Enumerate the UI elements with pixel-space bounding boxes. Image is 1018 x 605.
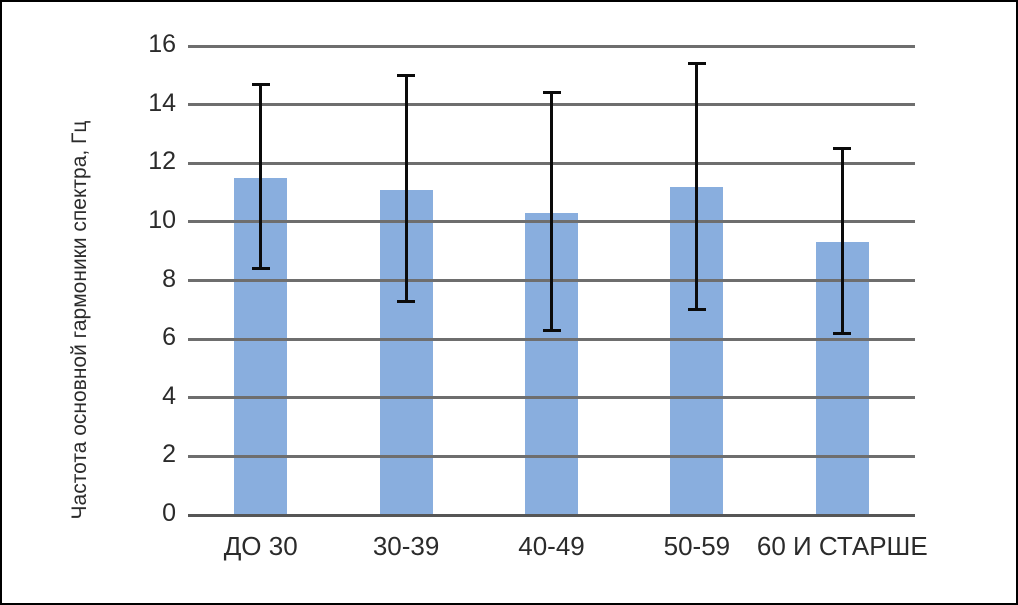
gridline [188, 44, 915, 48]
x-axis-line [188, 513, 915, 517]
error-bar-cap-top [251, 82, 270, 86]
error-bar-cap-top [687, 62, 706, 66]
gridline [188, 396, 915, 400]
x-tick-label: 60 И СТАРШЕ [756, 531, 928, 561]
error-bar-cap-top [833, 147, 852, 151]
error-bar-cap-top [542, 91, 561, 95]
error-bar-cap-bottom [833, 331, 852, 335]
y-tick-label: 14 [148, 88, 176, 117]
x-tick-label: 50-59 [663, 531, 731, 561]
gridline [188, 454, 915, 458]
error-bar-line [259, 84, 263, 269]
error-bar-line [840, 148, 844, 334]
error-bar-cap-bottom [542, 328, 561, 332]
y-tick-label: 10 [148, 205, 176, 234]
error-bar-cap-bottom [251, 267, 270, 271]
y-tick-label: 8 [162, 264, 176, 293]
error-bar-cap-bottom [397, 299, 416, 303]
error-bar-cap-bottom [687, 308, 706, 312]
error-bar-line [550, 92, 553, 331]
y-tick-label: 12 [148, 147, 176, 176]
error-bar-line [695, 63, 699, 310]
y-axis-title: Частота основной гармоники спектра, Гц [68, 120, 91, 520]
x-tick-label: 40-49 [518, 531, 585, 561]
x-tick-label: ДО 30 [223, 531, 298, 561]
y-tick-label: 6 [162, 323, 176, 352]
error-bar-cap-top [397, 73, 416, 77]
error-bar-line [404, 75, 408, 302]
y-tick-label: 4 [162, 381, 176, 410]
gridline [188, 337, 915, 341]
y-tick-label: 2 [162, 440, 176, 469]
y-tick-label: 0 [162, 499, 176, 528]
y-tick-label: 16 [148, 30, 176, 59]
x-tick-label: 30-39 [372, 531, 440, 561]
